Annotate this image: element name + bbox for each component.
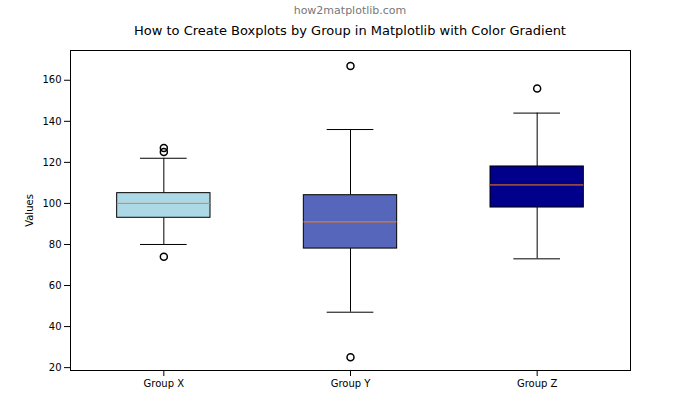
svg-text:40: 40	[49, 321, 62, 332]
svg-text:100: 100	[42, 198, 61, 209]
html-text:how2matplotlib.com: how2matplotlib.com	[293, 4, 407, 17]
svg-text:Group X: Group X	[144, 378, 185, 389]
svg-text:Values: Values	[24, 194, 35, 227]
svg-text:80: 80	[49, 239, 62, 250]
svg-text:160: 160	[42, 74, 61, 85]
html-text:How to Create Boxplots by Grou: How to Create Boxplots by Group in Matpl…	[134, 23, 566, 38]
svg-text:120: 120	[42, 157, 61, 168]
svg-text:140: 140	[42, 116, 61, 127]
svg-text:Group Y: Group Y	[331, 378, 372, 389]
svg-text:Group Z: Group Z	[517, 378, 558, 389]
svg-text:60: 60	[49, 280, 62, 291]
svg-text:20: 20	[49, 362, 62, 373]
